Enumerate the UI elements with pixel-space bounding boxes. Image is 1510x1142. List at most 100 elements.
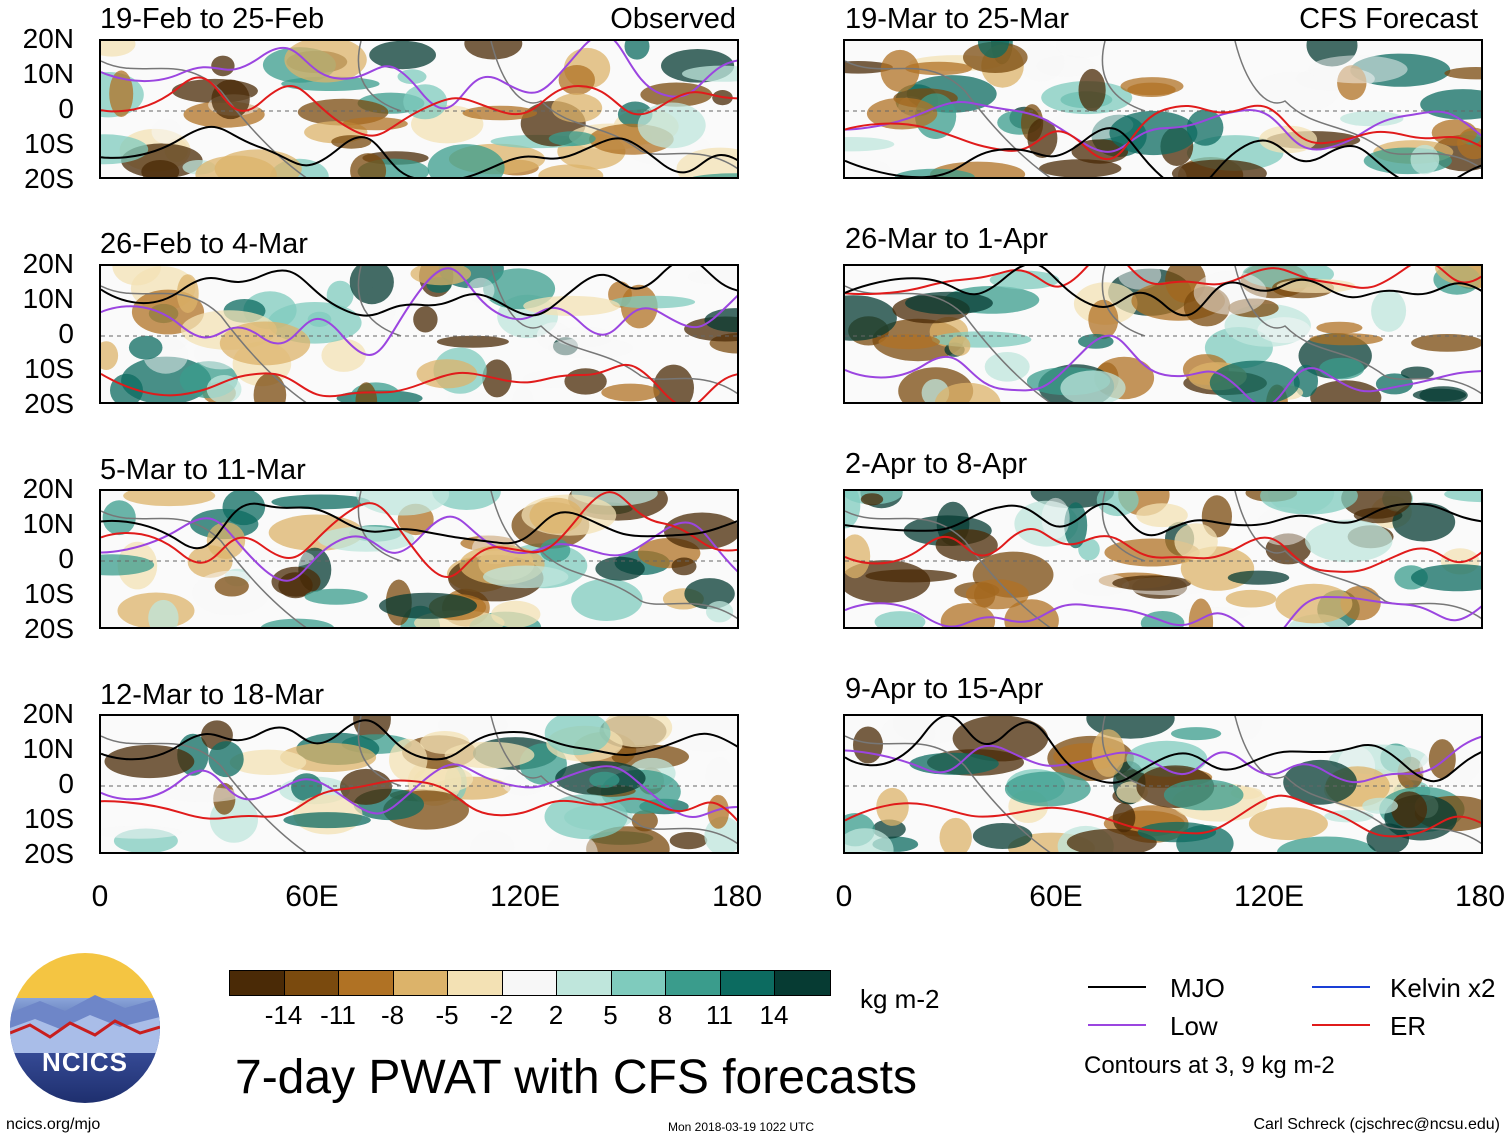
footer-author: Carl Schreck (cjschrec@ncsu.edu) [1253, 1116, 1500, 1133]
pwat-anomaly-blob [554, 326, 613, 348]
legend-label-er: ER [1390, 1011, 1427, 1041]
pwat-anomaly-blob [413, 765, 474, 793]
er-contour [845, 528, 1481, 573]
map-panel-obs-4 [99, 714, 739, 854]
panel-title-obs-2: 26-Feb to 4-Mar [100, 228, 308, 260]
pwat-anomaly-blob [1444, 67, 1481, 80]
colorbar-tick: 2 [548, 1000, 564, 1030]
y-tick-label: 0 [58, 543, 74, 574]
panel-title-obs-3: 5-Mar to 11-Mar [100, 454, 306, 486]
mjo-contour [845, 716, 1481, 784]
x-tick-120e-right: 120E [1233, 880, 1305, 913]
colorbar-swatch [557, 971, 612, 995]
pwat-anomaly-blob [427, 144, 505, 177]
panel-title-fc-2: 26-Mar to 1-Apr [845, 223, 1049, 255]
pwat-anomaly-blob [141, 160, 180, 177]
mjo-contour [845, 502, 1481, 537]
y-tick-label: 20N [22, 248, 74, 279]
map-svg [845, 716, 1481, 852]
pwat-anomaly-blob [1308, 55, 1408, 84]
pwat-anomaly-blob [1340, 111, 1404, 127]
pwat-anomaly-blob [909, 752, 999, 775]
pwat-anomaly-blob [671, 557, 697, 576]
y-tick-label: 10S [24, 353, 74, 384]
pwat-anomaly-blob [845, 137, 895, 152]
pwat-anomaly-blob [876, 787, 909, 826]
colorbar-tick: 11 [706, 1000, 733, 1030]
y-tick-label: 10S [24, 128, 74, 159]
pwat-anomaly-blob [176, 274, 199, 313]
pwat-anomaly-blob [692, 173, 737, 177]
pwat-anomaly-blob [704, 308, 737, 333]
pwat-anomaly-blob [369, 41, 436, 70]
y-tick-label: 20S [24, 613, 74, 644]
legend-label-kelvin: Kelvin x2 [1390, 973, 1496, 1003]
pwat-anomaly-blob [1096, 491, 1139, 517]
observed-tag: Observed [610, 3, 736, 35]
colorbar-swatch [720, 971, 775, 995]
pwat-anomaly-blob [148, 599, 179, 627]
pwat-anomaly-blob [1112, 803, 1136, 833]
ncics-logo: NCICS [10, 953, 160, 1103]
pwat-anomaly-blob [1410, 144, 1440, 175]
pwat-anomaly-blob [601, 383, 660, 402]
map-panel-obs-1 [99, 39, 739, 179]
pwat-anomaly-blob [878, 334, 940, 350]
legend-line-kelvin [1312, 986, 1370, 988]
y-tick-label: 10S [24, 803, 74, 834]
er-contour [101, 363, 737, 402]
mjo-contour [845, 266, 1481, 317]
x-tick-180-left: 180 [711, 880, 763, 913]
low-contour [101, 267, 737, 356]
mjo-contour [101, 719, 737, 761]
y-tick-label: 10N [22, 508, 74, 539]
pwat-anomaly-blob [637, 102, 706, 149]
pwat-anomaly-blob [931, 331, 1032, 348]
map-panel-obs-2 [99, 264, 739, 404]
map-panel-fc-1 [843, 39, 1483, 179]
pwat-anomaly-blob [284, 41, 367, 83]
pwat-anomaly-blob [350, 153, 387, 177]
pwat-anomaly-blob [436, 335, 509, 348]
pwat-anomaly-blob [935, 529, 998, 562]
pwat-anomaly-blob [1193, 270, 1267, 315]
er-contour [101, 491, 737, 578]
pwat-anomaly-blob [529, 497, 583, 534]
colorbar-tick: -11 [320, 1000, 356, 1030]
pwat-anomaly-blob [934, 382, 1001, 402]
pwat-anomaly-blob [610, 295, 696, 309]
pwat-anomaly-blob [845, 295, 897, 341]
pwat-anomaly-blob [1283, 759, 1357, 805]
colorbar-tick: -2 [489, 1000, 514, 1030]
pwat-anomaly-blob [1400, 366, 1434, 380]
pwat-anomaly-blob [206, 375, 242, 402]
pwat-anomaly-blob [1041, 497, 1070, 539]
pwat-anomaly-blob [551, 93, 603, 123]
pwat-anomaly-blob [1188, 598, 1214, 627]
pwat-anomaly-blob [1340, 585, 1381, 621]
pwat-anomaly-blob [880, 49, 920, 92]
legend-line-low [1088, 1024, 1146, 1026]
y-tick-label: 0 [58, 93, 74, 124]
map-svg [845, 41, 1481, 177]
pwat-anomaly-blob [538, 164, 604, 177]
pwat-anomaly-blob [653, 364, 694, 402]
pwat-anomaly-blob [669, 832, 708, 850]
x-tick-60e-left: 60E [285, 880, 339, 913]
pwat-anomaly-blob [682, 65, 737, 82]
pwat-anomaly-blob [1018, 43, 1065, 82]
pwat-anomaly-blob [966, 579, 1029, 610]
footer-url[interactable]: ncics.org/mjo [6, 1116, 101, 1133]
pwat-anomaly-blob [860, 493, 884, 506]
pwat-anomaly-blob [548, 131, 596, 147]
pwat-anomaly-blob [413, 306, 438, 333]
colorbar-tick: -5 [435, 1000, 459, 1030]
pwat-anomaly-blob [1310, 380, 1382, 402]
colorbar-tick: -8 [380, 1000, 405, 1030]
y-tick-label: 20N [22, 698, 74, 729]
pwat-anomaly-blob [229, 749, 307, 775]
pwat-anomaly-blob [977, 41, 1010, 59]
pwat-anomaly-blob [1411, 334, 1481, 352]
pwat-anomaly-blob [1078, 538, 1100, 561]
pwat-anomaly-blob [1275, 583, 1353, 624]
